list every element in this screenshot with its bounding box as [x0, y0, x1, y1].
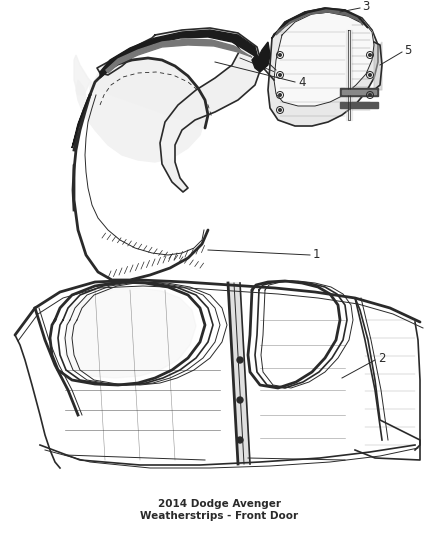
Text: 1: 1 [313, 248, 321, 262]
Text: 2014 Dodge Avenger
Weatherstrips - Front Door: 2014 Dodge Avenger Weatherstrips - Front… [140, 499, 298, 521]
Polygon shape [106, 39, 252, 73]
Polygon shape [374, 42, 382, 90]
Polygon shape [252, 42, 270, 72]
Circle shape [278, 93, 282, 97]
Circle shape [368, 53, 372, 57]
Circle shape [237, 397, 243, 403]
Polygon shape [272, 8, 368, 38]
Polygon shape [97, 28, 262, 192]
Circle shape [368, 93, 372, 97]
Polygon shape [76, 58, 205, 162]
Polygon shape [72, 95, 90, 148]
Polygon shape [274, 12, 374, 106]
Circle shape [278, 108, 282, 112]
Circle shape [278, 53, 282, 57]
Circle shape [237, 437, 243, 443]
Polygon shape [276, 10, 363, 35]
Polygon shape [228, 283, 250, 464]
Polygon shape [340, 88, 378, 96]
Text: 3: 3 [362, 1, 369, 13]
Text: 5: 5 [404, 44, 411, 56]
Polygon shape [340, 102, 378, 108]
Circle shape [237, 357, 243, 363]
Polygon shape [64, 288, 196, 378]
Polygon shape [268, 8, 378, 126]
Polygon shape [346, 30, 352, 120]
Text: 4: 4 [298, 76, 305, 88]
Polygon shape [100, 30, 258, 78]
Text: 2: 2 [378, 351, 385, 365]
Circle shape [368, 73, 372, 77]
Polygon shape [74, 55, 208, 128]
Polygon shape [342, 90, 376, 94]
Circle shape [278, 73, 282, 77]
